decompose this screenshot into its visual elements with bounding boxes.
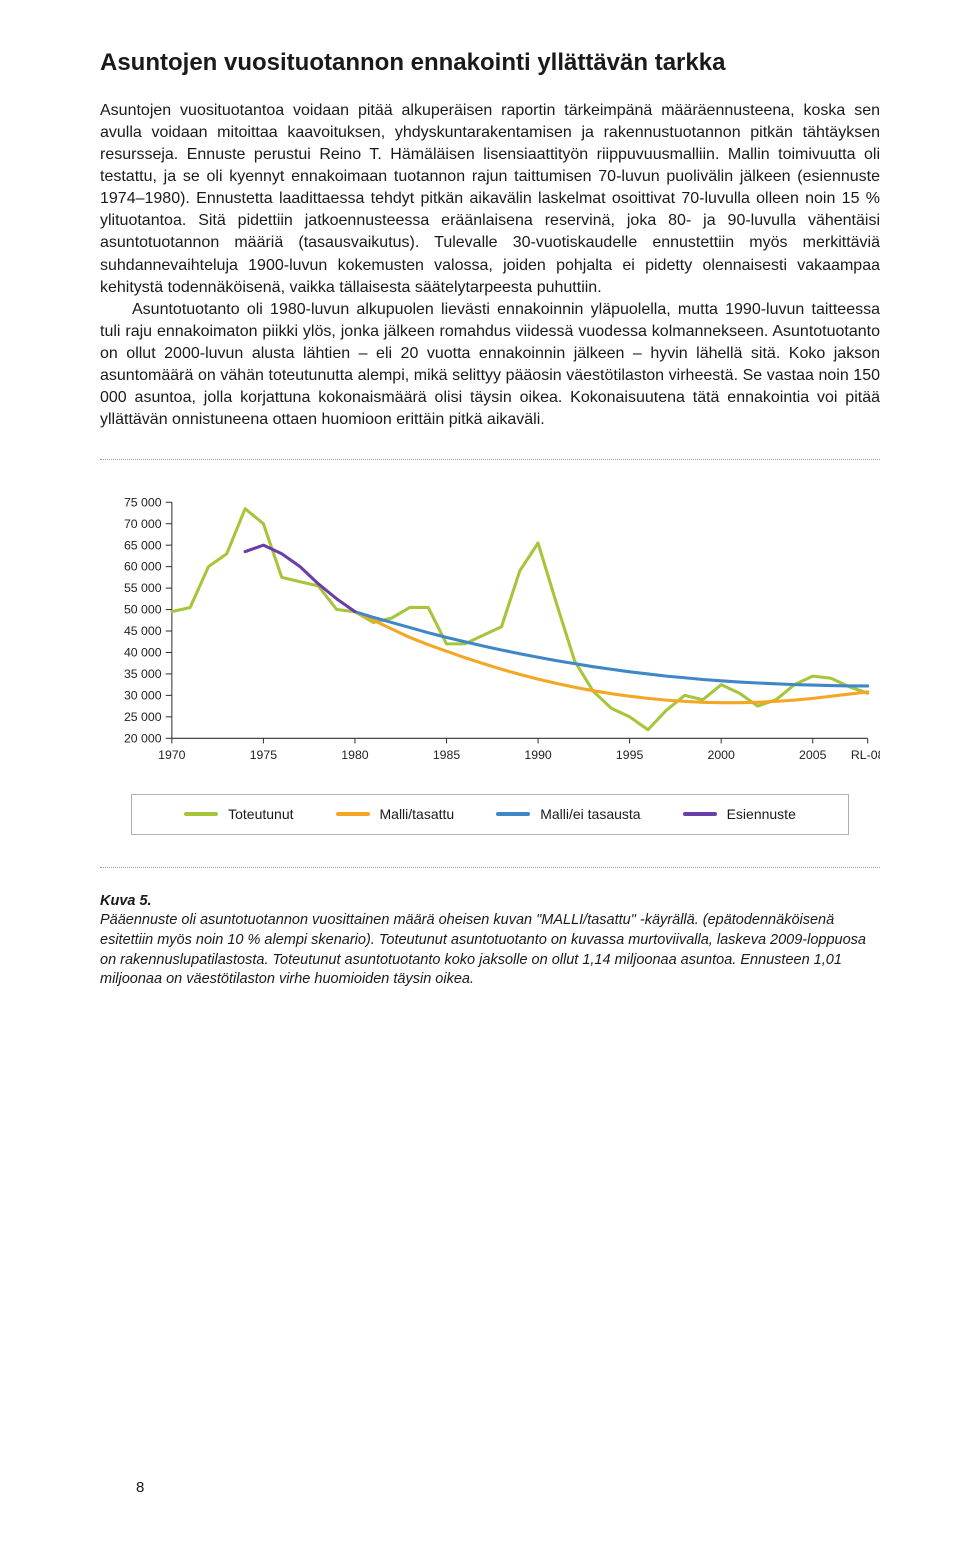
paragraph-1: Asuntojen vuosituotantoa voidaan pitää a… [100,100,880,299]
svg-text:30 000: 30 000 [124,689,162,703]
svg-text:20 000: 20 000 [124,732,162,746]
svg-text:2000: 2000 [708,748,736,762]
divider-top [100,459,880,460]
svg-text:1970: 1970 [158,748,186,762]
svg-text:1980: 1980 [341,748,369,762]
svg-text:60 000: 60 000 [124,560,162,574]
figure-caption: Kuva 5. Pääennuste oli asuntotuotannon v… [100,892,880,990]
legend-item: Toteutunut [184,805,293,824]
svg-text:55 000: 55 000 [124,581,162,595]
svg-text:25 000: 25 000 [124,710,162,724]
svg-text:45 000: 45 000 [124,624,162,638]
legend-label: Malli/tasattu [380,805,455,824]
caption-title: Kuva 5. [100,892,880,912]
paragraph-2: Asuntotuotanto oli 1980-luvun alkupuolen… [100,299,880,431]
svg-text:1995: 1995 [616,748,644,762]
legend-label: Malli/ei tasausta [540,805,640,824]
legend-item: Malli/tasattu [336,805,455,824]
page-number: 8 [136,1478,144,1499]
chart-container: 20 000 25 000 30 000 35 000 40 000 45 000 50 0… [100,484,880,839]
svg-text:1985: 1985 [433,748,461,762]
svg-text:50 000: 50 000 [124,603,162,617]
svg-text:65 000: 65 000 [124,538,162,552]
legend-label: Toteutunut [228,805,293,824]
svg-text:40 000: 40 000 [124,646,162,660]
svg-text:1990: 1990 [524,748,552,762]
legend-swatch [336,812,370,816]
legend-swatch [184,812,218,816]
svg-text:35 000: 35 000 [124,667,162,681]
divider-bottom [100,867,880,868]
page-heading: Asuntojen vuosituotannon ennakointi yllä… [100,48,880,78]
svg-text:RL-08: RL-08 [851,748,880,762]
legend-swatch [496,812,530,816]
body-text: Asuntojen vuosituotantoa voidaan pitää a… [100,100,880,431]
svg-text:1975: 1975 [250,748,278,762]
caption-body: Pääennuste oli asuntotuotannon vuosittai… [100,911,880,989]
legend-item: Malli/ei tasausta [496,805,640,824]
legend-swatch [683,812,717,816]
legend-item: Esiennuste [683,805,796,824]
svg-text:70 000: 70 000 [124,517,162,531]
legend-label: Esiennuste [727,805,796,824]
svg-text:2005: 2005 [799,748,827,762]
chart-legend: Toteutunut Malli/tasattu Malli/ei tasausta… [131,794,849,835]
svg-text:75 000: 75 000 [124,496,162,510]
line-chart: 20 000 25 000 30 000 35 000 40 000 45 000 50 0… [100,492,880,779]
